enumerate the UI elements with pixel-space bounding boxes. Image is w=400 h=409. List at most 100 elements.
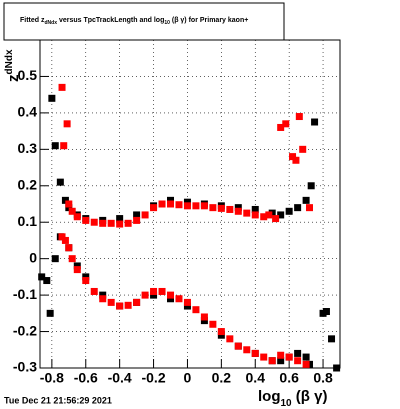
- x-tick-label: 0: [184, 370, 192, 386]
- title-part: (β γ) for Primary kaon+: [170, 17, 248, 24]
- point: [141, 291, 149, 299]
- point: [209, 204, 217, 212]
- y-tick-label: 0.1: [18, 213, 38, 229]
- title-part: versus TpcTrackLength and log: [57, 17, 164, 24]
- point: [51, 255, 59, 263]
- point: [82, 277, 90, 285]
- point: [183, 302, 191, 310]
- y-tick-label: 0: [29, 249, 37, 265]
- point: [251, 211, 259, 219]
- point: [234, 204, 242, 212]
- point: [217, 328, 225, 336]
- x-label-part: (β γ): [292, 388, 328, 405]
- footer-date: Tue Dec 21 21:56:29 2021: [4, 395, 112, 405]
- point: [63, 120, 71, 128]
- x-tick-label: 0.6: [279, 370, 299, 386]
- y-label-part: dNdx: [4, 49, 15, 74]
- point: [99, 219, 107, 227]
- point: [38, 273, 46, 281]
- point: [99, 291, 107, 299]
- point: [192, 306, 200, 314]
- point: [268, 357, 276, 365]
- point: [65, 244, 73, 252]
- x-tick-label: -0.6: [74, 370, 98, 386]
- point: [234, 207, 242, 215]
- point: [65, 204, 73, 212]
- point: [333, 364, 341, 372]
- y-tick-label: -0.3: [13, 359, 37, 375]
- point: [183, 198, 191, 206]
- point: [133, 211, 141, 219]
- y-tick-label: 0.4: [18, 104, 38, 120]
- x-tick-label: -0.4: [108, 370, 132, 386]
- y-tick-label: -0.2: [13, 322, 37, 338]
- point: [251, 349, 259, 357]
- point: [285, 207, 293, 215]
- point: [299, 145, 307, 153]
- point: [200, 313, 208, 321]
- point: [295, 113, 303, 121]
- point: [302, 196, 310, 204]
- x-tick-label: 0.4: [246, 370, 266, 386]
- point: [302, 360, 310, 368]
- title-part: 10: [164, 20, 170, 26]
- point: [328, 335, 336, 343]
- point: [175, 201, 183, 209]
- point: [277, 123, 285, 131]
- point: [277, 211, 285, 219]
- point: [175, 295, 183, 303]
- point: [209, 320, 217, 328]
- point: [294, 204, 302, 212]
- point: [183, 202, 191, 210]
- y-tick-label: 0.5: [18, 67, 38, 83]
- point: [192, 202, 200, 210]
- point: [183, 298, 191, 306]
- title-box: [3, 2, 285, 41]
- point: [60, 142, 68, 150]
- point: [51, 142, 59, 150]
- point: [141, 211, 149, 219]
- point: [46, 309, 54, 317]
- point: [277, 351, 285, 359]
- point: [61, 236, 69, 244]
- point: [48, 94, 56, 102]
- y-tick-label: 0.3: [18, 140, 38, 156]
- point: [116, 302, 124, 310]
- marks: [38, 83, 341, 372]
- point: [167, 295, 175, 303]
- point: [289, 153, 297, 161]
- point: [243, 209, 251, 217]
- point: [260, 353, 268, 361]
- point: [217, 204, 225, 212]
- point: [61, 196, 69, 204]
- point: [107, 219, 115, 227]
- y-label-part: z: [5, 75, 22, 83]
- point: [68, 255, 76, 263]
- point: [294, 357, 302, 365]
- point: [73, 213, 81, 221]
- point: [58, 83, 66, 91]
- point: [307, 182, 315, 190]
- y-tick-label: 0.2: [18, 176, 38, 192]
- x-label-part: log: [258, 388, 281, 405]
- point: [217, 331, 225, 339]
- point: [277, 357, 285, 365]
- point: [133, 216, 141, 224]
- point: [294, 349, 302, 357]
- point: [260, 213, 268, 221]
- point: [322, 308, 330, 316]
- point: [124, 219, 132, 227]
- point: [234, 342, 242, 350]
- point: [58, 233, 66, 241]
- point: [116, 215, 124, 223]
- point: [305, 204, 313, 212]
- point: [292, 156, 300, 164]
- point: [68, 207, 76, 215]
- y-tick-label: -0.1: [13, 286, 37, 302]
- point: [311, 118, 319, 126]
- title-part: Fitted z: [20, 17, 45, 24]
- x-tick-label: -0.2: [141, 370, 165, 386]
- point: [265, 211, 273, 219]
- point: [90, 218, 98, 226]
